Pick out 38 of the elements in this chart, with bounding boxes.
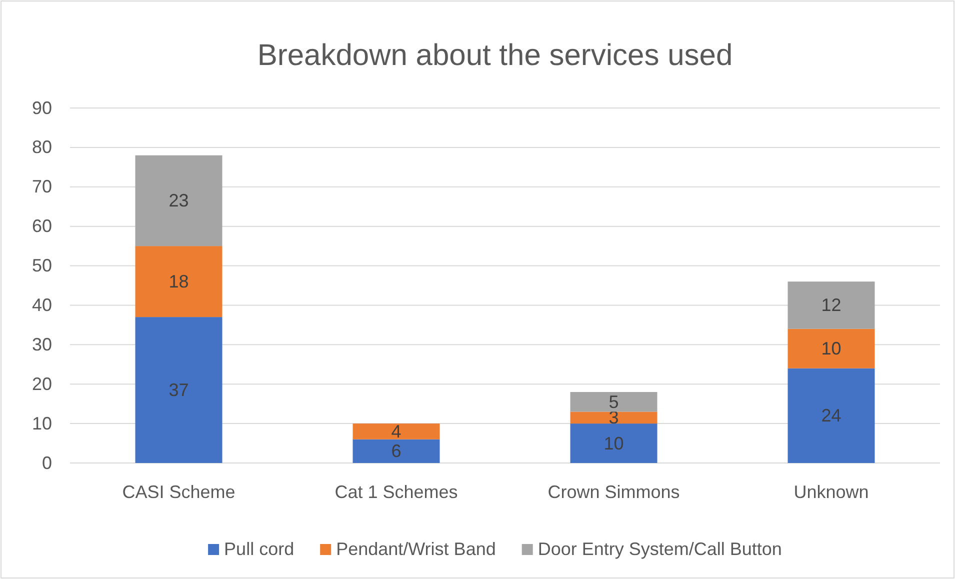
y-tick-label: 90 — [32, 98, 52, 118]
data-label: 10 — [604, 433, 624, 454]
bar — [570, 412, 658, 424]
data-label: 37 — [168, 380, 189, 400]
chart-title: Breakdown about the services used — [257, 39, 733, 72]
y-tick-label: 10 — [32, 413, 52, 434]
bar — [135, 155, 222, 246]
bar — [788, 368, 875, 463]
legend-label: Pendant/Wrist Band — [336, 539, 496, 559]
y-tick-label: 80 — [32, 137, 52, 158]
data-label: 18 — [168, 272, 189, 292]
x-tick-label: Cat 1 Schemes — [334, 482, 458, 502]
bar — [135, 246, 222, 318]
bar — [788, 282, 875, 329]
data-label: 24 — [821, 406, 842, 426]
legend-label: Door Entry System/Call Button — [538, 539, 782, 559]
y-tick-label: 50 — [32, 256, 52, 276]
y-tick-label: 0 — [42, 452, 52, 473]
bar — [352, 424, 440, 440]
bar — [135, 317, 222, 463]
data-label: 4 — [391, 421, 402, 442]
y-tick-label: 30 — [32, 334, 52, 354]
y-tick-label: 20 — [32, 374, 52, 394]
bar — [570, 392, 658, 412]
data-label: 12 — [821, 295, 842, 316]
y-tick-label: 40 — [32, 294, 52, 315]
y-tick-label: 60 — [32, 216, 52, 236]
y-tick-label: 70 — [32, 176, 52, 197]
bar — [788, 328, 875, 368]
x-tick-label: Crown Simmons — [548, 482, 680, 502]
bar — [570, 424, 658, 463]
data-label: 10 — [821, 338, 842, 359]
data-label: 23 — [168, 190, 189, 211]
x-tick-label: CASI Scheme — [122, 482, 236, 502]
legend-label: Pull cord — [224, 539, 294, 559]
data-label: 6 — [391, 441, 402, 462]
x-tick-label: Unknown — [794, 482, 869, 502]
bar — [352, 439, 440, 463]
